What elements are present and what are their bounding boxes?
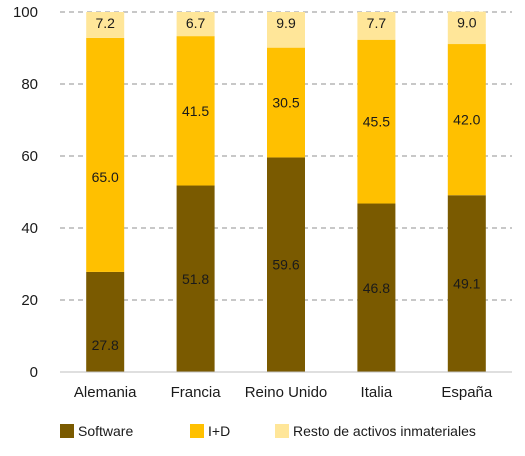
legend-item: I+D [190,423,230,439]
x-tick-label: Italia [361,384,393,401]
data-label: 41.5 [182,103,209,119]
y-tick-label: 0 [30,364,38,381]
bar-segment-i-d [267,47,305,158]
bar-segment-i-d [447,44,486,196]
data-label: 42.0 [453,112,480,128]
y-tick-label: 20 [21,292,38,309]
y-axis-ticks: 0 20 40 60 80 100 [13,4,38,381]
legend-swatch [275,424,289,438]
data-label: 65.0 [92,169,119,185]
data-label: 7.7 [367,15,387,31]
bar-segment-resto-de-activos-inmateriales [447,11,486,45]
data-label: 30.5 [272,95,299,111]
data-label: 51.8 [182,271,209,287]
y-tick-label: 80 [21,76,38,93]
data-label: 9.0 [457,15,477,31]
bar-segment-software [357,203,396,372]
legend-item: Resto de activos inmateriales [275,423,476,439]
x-tick-label: Reino Unido [245,384,328,401]
bar-segment-i-d [86,37,125,272]
legend-label: I+D [208,423,230,439]
x-axis-labels: Alemania Francia Reino Unido Italia España [74,384,493,401]
data-label: 49.1 [453,276,480,292]
y-tick-label: 60 [21,148,38,165]
x-tick-label: Alemania [74,384,137,401]
legend-swatch [190,424,204,438]
bar-segment-i-d [176,36,215,186]
legend-swatch [60,424,74,438]
bar-segment-resto-de-activos-inmateriales [357,12,396,40]
bar-segment-software [267,157,305,372]
bar-segment-software [447,195,486,372]
legend-item: Software [60,423,133,439]
bar-group-alemania: 27.8 65.0 7.2 [86,12,125,372]
data-label: 27.8 [92,337,119,353]
data-label: 59.6 [272,257,299,273]
bar-segment-software [86,271,125,372]
data-label: 9.9 [276,15,296,31]
x-tick-label: Francia [171,384,222,401]
y-tick-label: 100 [13,4,38,21]
legend-label: Software [78,423,133,439]
legend-label: Resto de activos inmateriales [293,423,476,439]
bar-segment-resto-de-activos-inmateriales [176,12,215,37]
bar-group-italia: 46.8 45.5 7.7 [357,12,396,372]
data-label: 6.7 [186,15,206,31]
bar-group-españa: 49.1 42.0 9.0 [447,11,486,372]
x-tick-label: España [441,384,493,401]
y-tick-label: 40 [21,220,38,237]
data-label: 46.8 [363,280,390,296]
bar-segment-software [176,185,215,372]
bar-group-francia: 51.8 41.5 6.7 [176,12,215,372]
data-label: 7.2 [95,15,115,31]
bar-group-reino-unido: 59.6 30.5 9.9 [267,12,305,372]
bar-segment-resto-de-activos-inmateriales [86,12,125,38]
bars: 27.8 65.0 7.2 51.8 41.5 6.7 59.6 30.5 9.9 46.8 45.… [86,11,486,372]
bar-segment-resto-de-activos-inmateriales [267,12,305,48]
data-label: 45.5 [363,114,390,130]
legend: Software I+D Resto de activos inmateriales [60,423,476,439]
bar-segment-i-d [357,39,396,204]
